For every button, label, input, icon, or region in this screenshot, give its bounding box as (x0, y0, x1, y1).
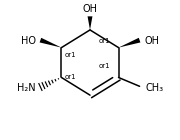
Text: or1: or1 (64, 74, 76, 80)
Text: or1: or1 (99, 63, 111, 69)
Text: OH: OH (82, 4, 98, 14)
Polygon shape (87, 16, 93, 30)
Text: OH: OH (144, 37, 159, 46)
Text: CH₃: CH₃ (145, 83, 163, 93)
Text: H₂N: H₂N (17, 83, 36, 93)
Polygon shape (118, 38, 140, 48)
Text: HO: HO (21, 37, 36, 46)
Text: or1: or1 (99, 38, 111, 45)
Text: or1: or1 (64, 52, 76, 58)
Polygon shape (40, 38, 62, 48)
